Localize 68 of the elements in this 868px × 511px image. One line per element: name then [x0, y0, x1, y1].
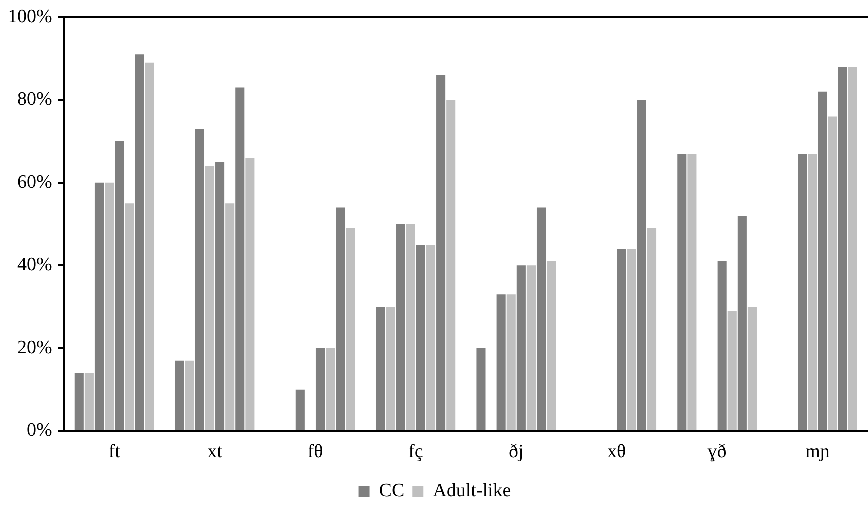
x-tick-label: xθ: [608, 442, 626, 463]
bar: [808, 154, 818, 430]
bar: [506, 294, 516, 430]
x-tick-label: xt: [208, 442, 224, 463]
bar: [346, 228, 356, 430]
bar: [476, 348, 486, 430]
y-tick-label: 40%: [18, 254, 52, 276]
bar: [446, 100, 456, 430]
bar: [296, 390, 305, 430]
y-tick-label: 80%: [18, 89, 52, 110]
bar: [647, 228, 657, 430]
bar: [246, 158, 255, 430]
bar: [185, 360, 194, 430]
x-tick-label: fθ: [308, 442, 324, 463]
bar: [326, 348, 336, 430]
bar: [195, 129, 204, 430]
bar: [396, 224, 406, 430]
bar: [125, 204, 134, 430]
bar: [688, 154, 697, 430]
bar: [526, 266, 536, 430]
bar: [406, 224, 416, 430]
bar: [818, 92, 828, 430]
bar: [84, 373, 94, 430]
bar: [205, 166, 215, 430]
bar: [436, 75, 446, 430]
x-tick-label: mɲ: [806, 442, 830, 463]
bar: [376, 307, 386, 430]
bar: [336, 208, 346, 430]
x-tick-label: ɣð: [708, 442, 727, 463]
bar: [175, 360, 184, 430]
bar: [135, 54, 144, 430]
x-tick-label: ðj: [509, 442, 524, 463]
bar: [416, 244, 426, 430]
bar: [848, 67, 858, 430]
legend-label: Adult-like: [433, 480, 512, 502]
bar: [678, 154, 687, 430]
bar: [426, 244, 436, 430]
bar: [216, 162, 225, 430]
bar: [74, 373, 84, 430]
bar: [718, 262, 727, 430]
y-tick-label: 0%: [27, 420, 52, 442]
x-tick-label: fç: [408, 442, 424, 463]
bar: [115, 142, 124, 430]
bar: [236, 88, 245, 430]
x-tick-label: ft: [108, 442, 122, 463]
bar: [516, 266, 526, 430]
bar: [547, 262, 556, 430]
y-tick-label: 100%: [8, 6, 52, 28]
bar: [226, 204, 235, 430]
bar: [536, 208, 546, 430]
bar: [105, 182, 114, 430]
legend-label: CC: [379, 480, 405, 502]
bar: [728, 311, 737, 430]
bar: [748, 307, 757, 430]
bar: [828, 116, 838, 430]
bar: [94, 182, 104, 430]
bar: [798, 154, 808, 430]
bar: [496, 294, 506, 430]
bar: [145, 62, 154, 430]
bar: [738, 216, 747, 430]
y-tick-label: 60%: [18, 172, 52, 193]
bar: [838, 67, 848, 430]
bar: [386, 307, 396, 430]
bar: [627, 249, 636, 430]
bar: [316, 348, 326, 430]
y-tick-label: 20%: [18, 337, 52, 358]
bar: [637, 100, 646, 430]
bar: [617, 249, 626, 430]
